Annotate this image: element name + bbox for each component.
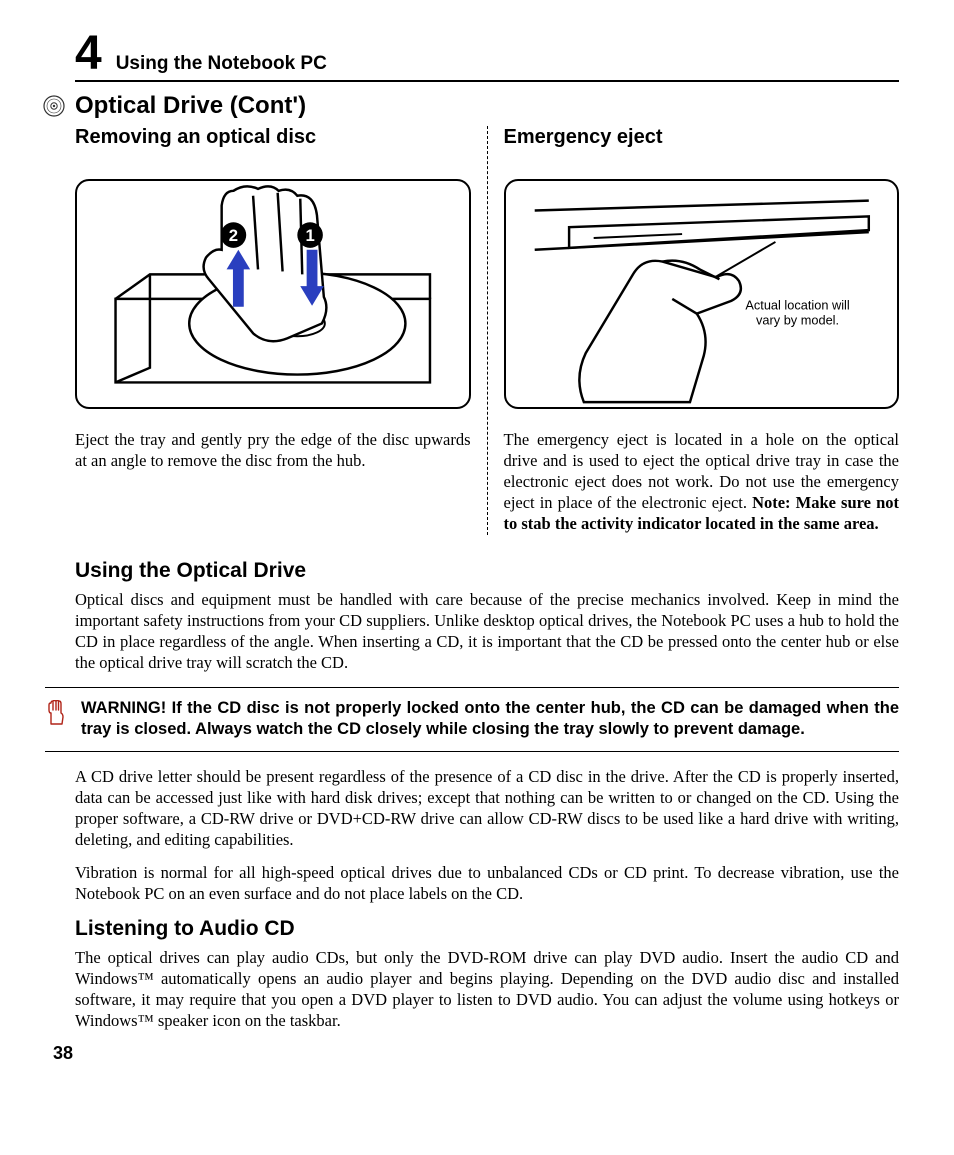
- left-caption: Eject the tray and gently pry the edge o…: [75, 429, 471, 471]
- illustration-remove-disc: 1 2: [75, 179, 471, 409]
- section-title: Optical Drive (Cont'): [75, 92, 306, 120]
- heading-audio-cd: Listening to Audio CD: [75, 917, 899, 941]
- illustration-note: Actual location will vary by model.: [731, 299, 864, 328]
- column-divider: [487, 126, 488, 535]
- left-column: Removing an optical disc: [75, 126, 481, 535]
- illus-note-line1: Actual location will: [745, 299, 849, 313]
- heading-using-optical-drive: Using the Optical Drive: [75, 559, 899, 583]
- illustration-emergency-eject: Actual location will vary by model.: [504, 179, 900, 409]
- chapter-header: 4 Using the Notebook PC: [75, 30, 899, 82]
- page-number: 38: [53, 1043, 899, 1064]
- para-after-1: A CD drive letter should be present rega…: [75, 766, 899, 850]
- left-subtitle: Removing an optical disc: [75, 126, 471, 149]
- section-row: Optical Drive (Cont'): [43, 92, 899, 120]
- para-using-1: Optical discs and equipment must be hand…: [75, 589, 899, 673]
- step-2-label: 2: [229, 226, 238, 245]
- warning-block: WARNING! If the CD disc is not properly …: [45, 687, 899, 752]
- chapter-number: 4: [75, 30, 102, 78]
- warning-text: WARNING! If the CD disc is not properly …: [81, 698, 899, 741]
- chapter-title: Using the Notebook PC: [116, 53, 327, 75]
- right-subtitle: Emergency eject: [504, 126, 900, 149]
- para-audio-1: The optical drives can play audio CDs, b…: [75, 947, 899, 1031]
- disc-icon: [43, 95, 65, 117]
- illus-note-line2: vary by model.: [756, 313, 839, 328]
- two-column-layout: Removing an optical disc: [75, 126, 899, 535]
- right-column: Emergency eject Actual location will: [494, 126, 900, 535]
- para-after-2: Vibration is normal for all high-speed o…: [75, 862, 899, 904]
- right-caption: The emergency eject is located in a hole…: [504, 429, 900, 535]
- step-1-label: 1: [305, 226, 314, 245]
- warning-hand-icon: [45, 698, 67, 731]
